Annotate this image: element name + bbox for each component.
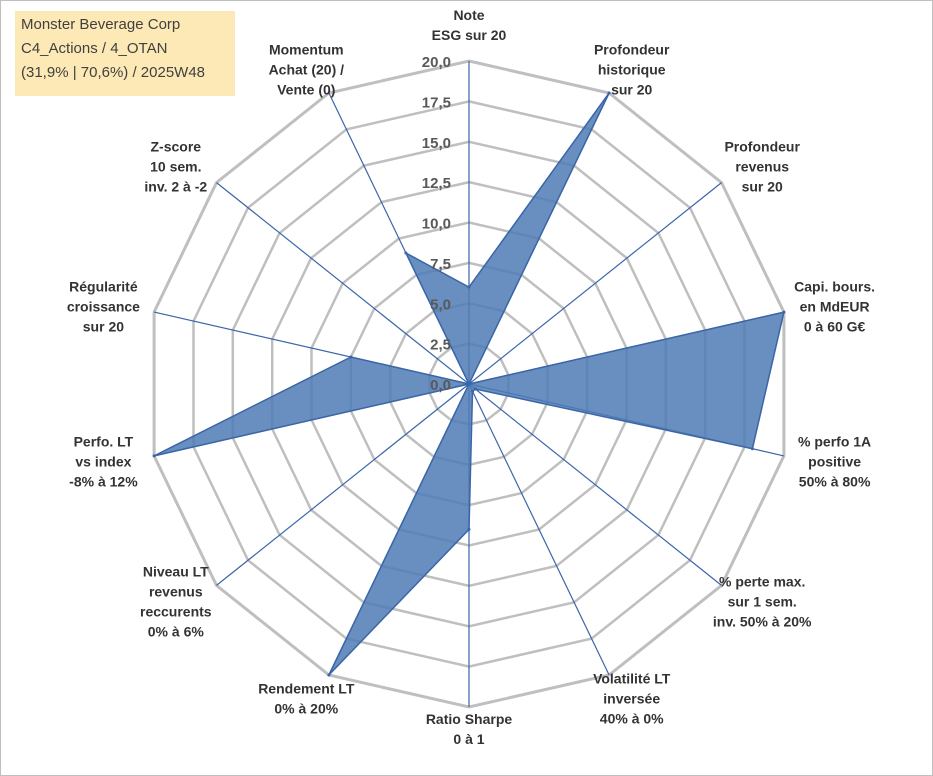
axis-label-2-line-0: Profondeur: [724, 138, 800, 154]
data-point-5: [473, 387, 477, 391]
axis-label-1-line-0: Profondeur: [594, 42, 670, 58]
axis-label-3: Capi. bours. en MdEUR 0 à 60 G€: [794, 278, 875, 334]
data-point-12: [467, 382, 471, 386]
axis-label-11-line-0: Régularité: [69, 278, 138, 294]
tick-label-3: 7,5: [430, 256, 451, 273]
axis-label-1-line-2: sur 20: [611, 82, 652, 98]
data-point-1: [607, 91, 611, 95]
axis-label-12-line-0: Z-score: [151, 138, 202, 154]
axis-label-4-line-2: 50% à 80%: [799, 474, 871, 490]
axis-label-0-line-1: ESG sur 20: [432, 27, 507, 43]
axis-label-10-line-1: vs index: [75, 454, 131, 470]
info-category: C4_Actions / 4_OTAN: [21, 40, 168, 57]
axis-label-10: Perfo. LT vs index -8% à 12%: [69, 434, 138, 490]
axis-label-1: Profondeur historique sur 20: [594, 42, 670, 98]
axis-label-5: % perte max. sur 1 sem. inv. 50% à 20%: [713, 574, 812, 630]
spoke-12: [216, 182, 470, 385]
axis-label-8-line-0: Rendement LT: [258, 680, 355, 696]
axis-label-9-line-3: 0% à 6%: [148, 624, 205, 640]
info-company-name: Monster Beverage Corp: [21, 16, 181, 33]
axis-label-9-line-2: reccurents: [140, 604, 212, 620]
radar-series: [152, 91, 786, 677]
data-point-6: [471, 389, 474, 393]
data-point-0: [467, 285, 471, 289]
axis-label-2-line-1: revenus: [735, 158, 789, 174]
axis-label-13-line-1: Achat (20) /: [269, 62, 345, 78]
axis-label-7: Ratio Sharpe 0 à 1: [426, 711, 513, 747]
tick-label-8: 20,0: [422, 54, 451, 71]
axis-label-3-line-1: en MdEUR: [800, 298, 870, 314]
axis-label-12: Z-score 10 sem. inv. 2 à -2: [144, 138, 207, 194]
tick-label-4: 10,0: [422, 216, 451, 233]
data-point-4: [750, 447, 754, 451]
axis-label-13: Momentum Achat (20) / Vente (0): [269, 42, 345, 98]
axis-label-3-line-0: Capi. bours.: [794, 278, 875, 294]
axis-label-11: Régularité croissance sur 20: [67, 278, 140, 334]
axis-label-6-line-2: 40% à 0%: [600, 710, 664, 726]
axis-labels: Note ESG sur 20 Profondeur historique sur 20…: [67, 7, 875, 747]
axis-label-11-line-1: croissance: [67, 298, 140, 314]
axis-label-12-line-1: 10 sem.: [150, 158, 201, 174]
spoke-9: [216, 383, 470, 586]
axis-label-5-line-1: sur 1 sem.: [728, 594, 797, 610]
data-point-7: [467, 527, 471, 531]
axis-label-12-line-2: inv. 2 à -2: [144, 178, 207, 194]
axis-label-5-line-0: % perte max.: [719, 574, 805, 590]
data-point-3: [782, 310, 786, 314]
axis-label-6-line-1: inversée: [603, 690, 660, 706]
axis-label-4-line-1: positive: [808, 454, 861, 470]
tick-label-0: 0,0: [430, 377, 451, 394]
axis-label-8-line-1: 0% à 20%: [274, 700, 338, 716]
axis-label-13-line-0: Momentum: [269, 42, 344, 58]
axis-label-10-line-2: -8% à 12%: [69, 474, 138, 490]
data-point-10: [152, 454, 156, 458]
axis-label-6: Volatilité LT inversée 40% à 0%: [593, 670, 671, 726]
axis-label-9-line-0: Niveau LT: [143, 564, 209, 580]
axis-label-9: Niveau LT revenus reccurents 0% à 6%: [140, 564, 212, 640]
axis-label-4-line-0: % perfo 1A: [798, 434, 871, 450]
data-point-11: [349, 355, 353, 359]
axis-label-11-line-2: sur 20: [83, 318, 124, 334]
tick-label-6: 15,0: [422, 135, 451, 152]
spoke-2: [468, 182, 722, 385]
axis-label-4: % perfo 1A positive 50% à 80%: [798, 434, 871, 490]
axis-label-1-line-1: historique: [598, 62, 666, 78]
axis-label-2-line-2: sur 20: [742, 178, 783, 194]
axis-label-7-line-1: 0 à 1: [453, 731, 484, 747]
axis-label-5-line-2: inv. 50% à 20%: [713, 614, 812, 630]
axis-label-0-line-0: Note: [453, 7, 484, 23]
axis-label-7-line-0: Ratio Sharpe: [426, 711, 513, 727]
info-stats-week: (31,9% | 70,6%) / 2025W48: [21, 64, 205, 81]
tick-label-2: 5,0: [430, 296, 451, 313]
axis-label-0: Note ESG sur 20: [432, 7, 507, 43]
spoke-6: [468, 383, 610, 676]
tick-label-5: 12,5: [422, 175, 451, 192]
data-point-13: [404, 251, 408, 255]
axis-label-6-line-0: Volatilité LT: [593, 670, 671, 686]
axis-label-13-line-2: Vente (0): [277, 82, 335, 98]
axis-label-8: Rendement LT 0% à 20%: [258, 680, 355, 716]
data-point-8: [327, 673, 331, 677]
tick-label-7: 17,5: [422, 94, 451, 111]
spoke-5: [468, 383, 722, 586]
info-box: Monster Beverage Corp C4_Actions / 4_OTA…: [15, 11, 235, 96]
tick-label-1: 2,5: [430, 337, 451, 354]
axis-label-2: Profondeur revenus sur 20: [724, 138, 800, 194]
axis-label-9-line-1: revenus: [149, 584, 203, 600]
axis-label-3-line-2: 0 à 60 G€: [804, 318, 866, 334]
radial-tick-labels: 0,0 2,5 5,0 7,5 10,0 12,5 15,0 17,5 20,0: [422, 54, 451, 394]
axis-label-10-line-0: Perfo. LT: [74, 434, 134, 450]
